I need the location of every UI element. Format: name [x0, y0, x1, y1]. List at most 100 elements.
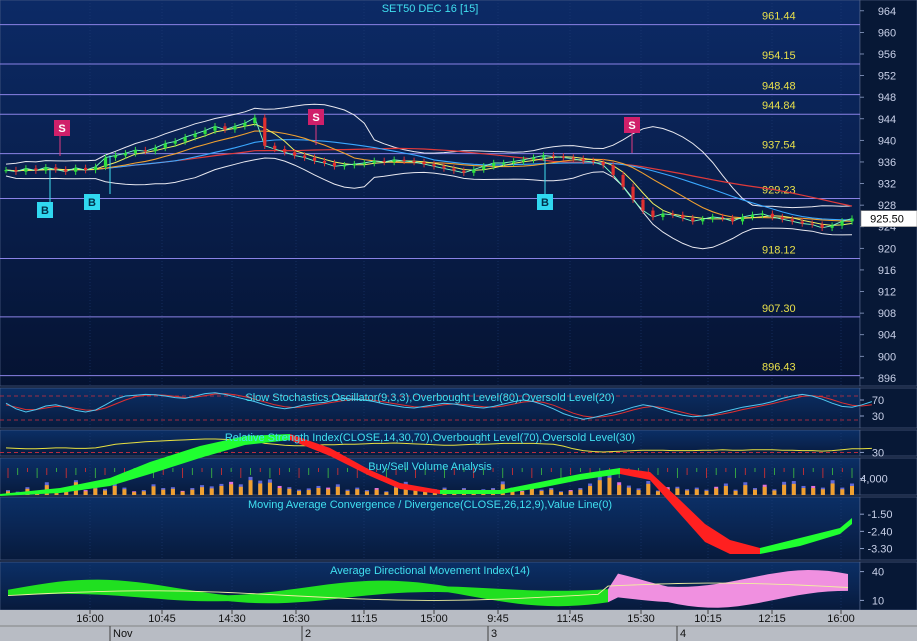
signal-label: B — [41, 205, 49, 217]
candle-body — [253, 117, 257, 124]
volume-buy-bar — [248, 480, 253, 495]
candle-body — [721, 217, 725, 219]
price-line — [5, 117, 853, 229]
y-tick-label: 904 — [878, 330, 896, 342]
volume-buy-bar — [772, 490, 777, 495]
y-tick-label: 900 — [878, 351, 896, 363]
candle-body — [561, 156, 565, 158]
adx-di-area-bull — [8, 579, 608, 607]
candle-body — [701, 219, 705, 222]
volume-buy-bar — [714, 488, 719, 495]
candle-body — [173, 141, 177, 144]
candle-body — [193, 133, 197, 138]
candle-body — [541, 155, 546, 158]
y-tick-label: 928 — [878, 200, 896, 212]
x-tick-label: 10:15 — [694, 613, 722, 625]
volume-buy-bar — [578, 489, 583, 495]
volume-buy-bar — [200, 487, 205, 495]
volume-buy-bar — [743, 485, 748, 495]
candle-body — [671, 213, 675, 215]
x-tick-label: 16:30 — [282, 613, 310, 625]
candle-body — [223, 126, 227, 130]
x-tick-label: 15:30 — [627, 613, 655, 625]
volume-buy-bar — [141, 491, 146, 495]
volume-buy-bar — [93, 488, 98, 495]
volume-buy-bar — [733, 490, 738, 495]
volume-buy-bar — [840, 489, 845, 495]
volume-buy-bar — [811, 488, 816, 495]
volume-buy-bar — [122, 489, 127, 495]
buy-signal-marker — [37, 202, 53, 218]
x-tick-label: 10:45 — [148, 613, 176, 625]
level-label: 907.30 — [762, 303, 796, 315]
volume-buy-bar — [539, 490, 544, 495]
volume-buy-bar — [549, 489, 554, 495]
candle-body — [382, 160, 386, 163]
volume-buy-bar — [258, 483, 263, 495]
volume-buy-bar — [384, 492, 389, 495]
y-tick-label: 916 — [878, 265, 896, 277]
x-tick-label: 16:00 — [76, 613, 104, 625]
volume-buy-bar — [762, 486, 767, 495]
macd-title: Moving Average Convergence / Divergence(… — [248, 499, 612, 511]
macd-histogram-bull-area — [440, 468, 620, 494]
last-price-label: 925.50 — [870, 214, 904, 226]
volume-buy-bar — [170, 488, 175, 495]
candle-body — [273, 145, 277, 150]
candle-body — [472, 169, 476, 173]
moving-average-line-mid — [5, 139, 853, 221]
pane-4-axis — [859, 457, 917, 496]
volume-buy-bar — [558, 492, 563, 495]
candle-body — [840, 221, 844, 226]
candle-body — [342, 165, 346, 167]
pane-5-axis — [859, 496, 917, 561]
candle-body — [392, 159, 396, 162]
candle-body — [502, 163, 506, 165]
volume-buy-bar — [801, 488, 806, 495]
macd-histogram-bull-area — [760, 518, 852, 554]
candle-body — [711, 217, 715, 220]
candle-body — [800, 221, 804, 224]
date-label: 2 — [305, 628, 311, 640]
bollinger-lower-line — [5, 157, 853, 250]
volume-buy-bar — [112, 485, 117, 495]
candle-body — [581, 158, 585, 161]
adx-di-area-bear — [608, 570, 848, 608]
x-tick-label: 11:45 — [557, 613, 584, 625]
candle-body — [412, 160, 416, 163]
candle-body — [44, 167, 48, 171]
volume-buy-bar — [830, 483, 835, 495]
date-label: Nov — [113, 628, 133, 640]
sell-signal-marker — [54, 120, 70, 136]
candle-body — [293, 152, 297, 156]
volume-buy-bar — [151, 486, 156, 495]
volume-buy-bar — [326, 489, 331, 495]
date-label: 3 — [491, 628, 497, 640]
level-label: 896.43 — [762, 362, 796, 374]
volume-buy-bar — [413, 488, 418, 495]
rsi-line — [5, 438, 872, 453]
candle-body — [760, 213, 765, 215]
adx-line — [7, 582, 849, 601]
volume-buy-bar — [277, 488, 282, 495]
candle-body — [571, 157, 575, 159]
pane-5-area — [0, 496, 861, 561]
volume-buy-bar — [617, 485, 622, 495]
y-tick-label: 944 — [878, 114, 896, 126]
date-label: 4 — [680, 628, 686, 640]
volume-buy-bar — [704, 490, 709, 495]
candle-body — [113, 155, 118, 158]
candle-body — [780, 217, 784, 220]
volume-buy-bar — [529, 488, 534, 495]
volume-buy-bar — [238, 486, 243, 495]
candle-body — [74, 167, 78, 172]
volume-buy-bar — [287, 488, 292, 495]
candle-body — [611, 165, 615, 175]
y-tick-label: 948 — [878, 92, 896, 104]
x-tick-label: 9:45 — [487, 613, 508, 625]
candle-body — [482, 166, 486, 170]
level-label: 954.15 — [762, 50, 796, 62]
volume-buy-bar — [6, 491, 10, 495]
candle-body — [283, 149, 287, 153]
macd-histogram-bear-area — [620, 468, 760, 554]
